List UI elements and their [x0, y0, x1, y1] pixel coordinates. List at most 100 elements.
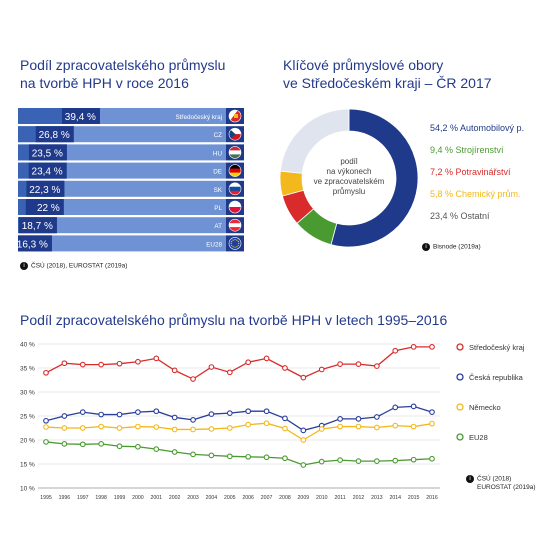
data-point	[79, 361, 86, 368]
data-point	[208, 426, 215, 432]
flag-field	[229, 146, 241, 151]
bar-track	[18, 199, 226, 215]
bar-category-label: SK	[214, 187, 223, 194]
bar-category-label: AT	[214, 223, 222, 230]
bar-track	[18, 162, 226, 179]
flag-border	[228, 109, 242, 123]
data-point	[318, 426, 325, 432]
donut-legend-item: 23,4 % Ostatní	[430, 211, 490, 221]
data-point	[135, 423, 141, 430]
germany-flag-icon	[228, 164, 242, 177]
data-point	[300, 462, 307, 468]
donut-legend-value: 7,2 %	[430, 167, 456, 177]
flag-star	[236, 239, 238, 241]
flag-stripes	[229, 201, 241, 213]
x-tick-label: 2008	[279, 495, 291, 501]
flag-border	[228, 127, 242, 141]
bar-row: 18,7 % AT	[18, 217, 244, 234]
bar-row: 22 % PL	[18, 199, 244, 215]
x-tick-label: 2015	[408, 495, 420, 501]
flag-star	[234, 246, 236, 248]
flag-field	[229, 207, 241, 213]
donut-chart-title-line2: ve Středočeském kraji – ČR 2017	[283, 75, 492, 91]
donut-center-label: průmyslu	[333, 187, 365, 196]
x-tick-label: 1995	[40, 495, 52, 501]
bar-value-label: 16,3 %	[18, 239, 48, 250]
donut-legend-value: 54,2 %	[430, 123, 460, 133]
bar-track	[18, 144, 226, 161]
bar-value-box	[25, 199, 64, 215]
data-point	[153, 408, 160, 415]
flag-field	[229, 182, 241, 187]
flag-field	[229, 219, 241, 224]
bar-value-box	[18, 235, 52, 252]
data-point	[282, 415, 288, 422]
bar-track	[18, 235, 226, 252]
donut-slice	[330, 108, 419, 248]
legend-label: EU28	[469, 433, 488, 442]
austria-flag-icon	[228, 218, 242, 232]
legend-marker	[456, 343, 464, 351]
flag-field	[229, 227, 241, 232]
bar-value-box	[28, 144, 67, 161]
donut-center-label: podíl	[340, 157, 358, 166]
flag-stripes	[229, 110, 241, 122]
data-point	[337, 416, 343, 422]
data-point	[98, 361, 104, 368]
bar-row: 39,4 % Středočeský kraj	[18, 108, 244, 124]
flag-field	[234, 114, 238, 118]
flag-stripes	[229, 146, 241, 159]
data-point	[263, 355, 270, 362]
x-tick-label: 1998	[95, 495, 107, 501]
flag-field	[229, 172, 241, 177]
flag-stripes	[229, 182, 241, 195]
flag-border	[228, 164, 242, 177]
poland-flag-icon	[228, 200, 242, 214]
flag-field	[229, 150, 241, 155]
data-point	[374, 458, 380, 464]
data-point	[226, 453, 233, 460]
flag-star	[232, 246, 234, 248]
data-point	[226, 425, 233, 431]
flag-field	[229, 110, 238, 122]
slovakia-flag-icon	[228, 182, 242, 196]
x-tick-label: 2011	[335, 495, 346, 501]
data-point	[190, 451, 196, 458]
data-point	[153, 355, 160, 362]
flag-star	[231, 244, 233, 246]
data-point	[300, 437, 307, 443]
donut-slice	[279, 108, 350, 174]
y-tick-label: 25 %	[20, 414, 35, 421]
data-point	[43, 417, 49, 424]
data-point	[43, 439, 49, 445]
data-point	[429, 420, 435, 427]
data-point	[116, 443, 123, 450]
flag-star	[238, 242, 240, 244]
bar-row: 26,8 % CZ	[18, 126, 244, 143]
flag-border	[228, 200, 242, 214]
bar-category-label: PL	[214, 205, 222, 212]
flag-star	[237, 244, 239, 246]
legend-marker	[456, 433, 464, 441]
data-point	[190, 376, 196, 382]
data-point	[98, 411, 104, 418]
bar-value-label: 22 %	[37, 203, 60, 214]
y-tick-label: 15 %	[20, 462, 35, 469]
line-chart-source: i ČSÚ (2018) EUROSTAT (2019a)	[466, 475, 536, 492]
x-tick-label: 2009	[298, 495, 310, 501]
data-point	[61, 413, 68, 419]
data-point	[337, 423, 343, 430]
data-point	[410, 456, 417, 463]
bar-row: 23,5 % HU	[18, 144, 244, 161]
data-point	[410, 344, 417, 350]
bar-category-label: Středočeský kraj	[175, 114, 222, 121]
bar-value-label: 39,4 %	[65, 112, 96, 123]
x-tick-label: 2016	[426, 495, 438, 501]
flag-star	[231, 240, 233, 243]
bar-value-label: 22,3 %	[29, 185, 60, 196]
donut-legend-label: Potravinářství	[456, 167, 512, 177]
data-point	[116, 425, 123, 431]
bar-chart-source: i ČSÚ (2018), EUROSTAT (2019a)	[20, 262, 127, 271]
data-point	[226, 410, 233, 416]
data-point	[190, 416, 196, 423]
